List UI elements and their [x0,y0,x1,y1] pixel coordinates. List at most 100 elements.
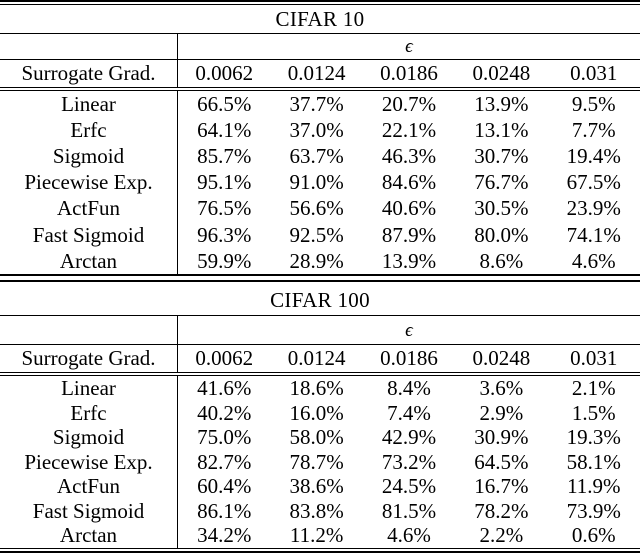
top-double-rule [0,0,640,5]
horizontal-rule [0,315,640,317]
accuracy-cell: 7.7% [571,117,616,142]
table-row: Fast Sigmoid 86.1% 83.8% 81.5% 78.2% 73.9% [0,498,640,524]
table-row: Arctan 59.9% 28.9% 13.9% 8.6% 4.6% [0,248,640,275]
accuracy-cell: 23.9% [566,196,621,221]
accuracy-cell: 67.5% [566,170,621,195]
accuracy-cell: 46.3% [381,143,437,168]
accuracy-cell: 38.6% [289,474,344,499]
accuracy-cell: 20.7% [381,91,437,116]
epsilon-symbol: ϵ [405,319,413,341]
accuracy-cell: 30.5% [474,196,529,221]
accuracy-cell: 9.5% [571,91,616,116]
accuracy-cell: 8.4% [387,376,431,401]
table-row: Fast Sigmoid 96.3% 92.5% 87.9% 80.0% 74.1% [0,221,640,249]
table-row: Erfc 64.1% 37.0% 22.1% 13.1% 7.7% [0,117,640,144]
accuracy-cell: 87.9% [381,222,437,247]
accuracy-cell: 81.5% [381,498,437,523]
epsilon-value: 0.0062 [195,61,254,85]
accuracy-cell: 0.6% [571,523,616,548]
row-label: Fast Sigmoid [0,498,178,524]
accuracy-cell: 95.1% [197,170,252,195]
table-row: Arctan 34.2% 11.2% 4.6% 2.2% 0.6% [0,523,640,549]
accuracy-cell: 8.6% [479,248,524,273]
empty-corner-cell [0,316,178,345]
surrogate-grad-header: Surrogate Grad. [0,60,178,87]
accuracy-cell: 28.9% [289,248,344,273]
accuracy-cell: 1.5% [571,400,616,425]
table-row: ActFun 60.4% 38.6% 24.5% 16.7% 11.9% [0,474,640,500]
row-label: Piecewise Exp. [0,169,178,196]
empty-corner-cell [0,34,178,59]
row-label: Arctan [0,248,178,275]
accuracy-cell: 40.2% [197,400,252,425]
accuracy-cell: 40.6% [381,196,437,221]
accuracy-cell: 18.6% [289,376,344,401]
table-row: Linear 66.5% 37.7% 20.7% 13.9% 9.5% [0,91,640,118]
accuracy-cell: 59.9% [197,248,252,273]
row-label: ActFun [0,474,178,500]
accuracy-cell: 73.2% [381,449,437,474]
accuracy-cell: 64.1% [197,117,252,142]
table-title: CIFAR 10 [275,7,365,31]
accuracy-cell: 4.6% [387,523,431,548]
accuracy-cell: 96.3% [197,222,252,247]
accuracy-cell: 42.9% [381,425,437,450]
epsilon-value: 0.0248 [472,346,531,371]
accuracy-cell: 74.1% [566,222,621,247]
row-label: Linear [0,376,178,402]
accuracy-cell: 24.5% [381,474,437,499]
accuracy-cell: 91.0% [289,170,344,195]
table-row: Erfc 40.2% 16.0% 7.4% 2.9% 1.5% [0,400,640,426]
accuracy-cell: 66.5% [197,91,252,116]
table-row: Piecewise Exp. 82.7% 78.7% 73.2% 64.5% 58.1% [0,449,640,475]
accuracy-cell: 4.6% [571,248,616,273]
accuracy-cell: 75.0% [197,425,252,450]
accuracy-cell: 3.6% [479,376,524,401]
accuracy-cell: 19.4% [566,143,621,168]
horizontal-rule [0,344,640,346]
accuracy-cell: 34.2% [197,523,252,548]
epsilon-value: 0.0062 [195,346,254,371]
epsilon-symbol: ϵ [405,36,413,57]
between-tables-double-rule [0,274,640,283]
epsilon-value: 0.0124 [287,346,346,371]
epsilon-values-row: Surrogate Grad. 0.0062 0.0124 0.0186 0.0248 0… [0,60,640,87]
row-label: ActFun [0,195,178,222]
table-row: ActFun 76.5% 56.6% 40.6% 30.5% 23.9% [0,195,640,222]
table-row: Sigmoid 85.7% 63.7% 46.3% 30.7% 19.4% [0,143,640,170]
table-title: CIFAR 100 [270,288,370,313]
epsilon-value: 0.031 [570,61,618,85]
accuracy-cell: 58.0% [289,425,344,450]
epsilon-value: 0.0124 [287,61,346,85]
horizontal-rule [0,59,640,60]
surrogate-grad-header: Surrogate Grad. [0,345,178,373]
accuracy-cell: 11.9% [567,474,621,499]
row-label: Erfc [0,400,178,426]
accuracy-cell: 76.7% [474,170,529,195]
horizontal-rule [0,33,640,34]
accuracy-cell: 22.1% [381,117,437,142]
epsilon-value: 0.0186 [380,61,438,85]
row-label: Linear [0,91,178,118]
accuracy-cell: 37.0% [289,117,344,142]
row-label: Sigmoid [0,425,178,451]
epsilon-value: 0.0186 [380,346,438,371]
accuracy-cell: 11.2% [289,523,344,548]
epsilon-header-row: ϵ [0,34,640,59]
accuracy-cell: 73.9% [566,498,621,523]
accuracy-cell: 16.7% [474,474,529,499]
accuracy-cell: 84.6% [381,170,437,195]
accuracy-cell: 76.5% [197,196,252,221]
row-label: Piecewise Exp. [0,449,178,475]
accuracy-cell: 64.5% [474,449,529,474]
table-row: Linear 41.6% 18.6% 8.4% 3.6% 2.1% [0,376,640,402]
accuracy-cell: 56.6% [289,196,344,221]
accuracy-cell: 63.7% [289,143,344,168]
accuracy-cell: 60.4% [197,474,252,499]
accuracy-cell: 86.1% [197,498,252,523]
accuracy-cell: 37.7% [289,91,344,116]
accuracy-cell: 85.7% [197,143,252,168]
accuracy-cell: 82.7% [197,449,252,474]
cifar100-table: CIFAR 100 ϵ Surrogate Grad. 0.0062 0.0124 0.0… [0,282,640,549]
